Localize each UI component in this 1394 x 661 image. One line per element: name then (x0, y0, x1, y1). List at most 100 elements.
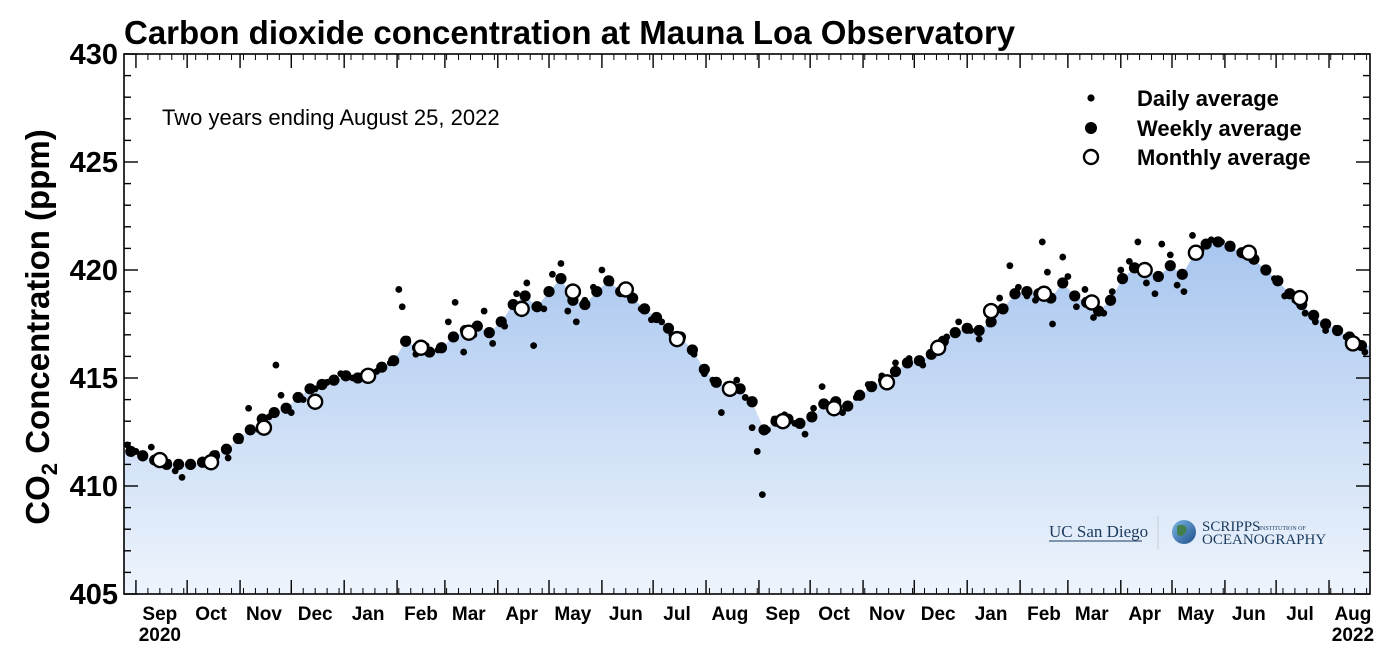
scripps-logo-sub: OCEANOGRAPHY (1202, 532, 1326, 548)
weekly-average-point (1069, 290, 1081, 302)
daily-average-point (444, 318, 452, 326)
daily-average-point (1301, 309, 1309, 317)
weekly-average-point (304, 383, 316, 395)
weekly-average-point (1057, 277, 1069, 289)
legend-monthly-label: Monthly average (1137, 145, 1311, 170)
x-year-label: 2020 (139, 625, 181, 646)
scripps-logo: SCRIPPS INSTITUTION OF OCEANOGRAPHY (1172, 519, 1326, 548)
daily-average-point (451, 299, 459, 306)
legend-daily-label: Daily average (1137, 86, 1279, 111)
monthly-average-point (1083, 294, 1100, 311)
weekly-average-point (686, 344, 698, 356)
daily-average-point (955, 318, 963, 326)
weekly-average-point (268, 406, 280, 419)
weekly-average-point (220, 443, 233, 455)
x-month-label: Dec (921, 604, 956, 625)
daily-average-point (277, 391, 285, 399)
weekly-average-point (435, 342, 448, 354)
y-tick-label: 415 (70, 363, 118, 395)
x-month-label: Nov (246, 604, 282, 625)
weekly-average-point (1212, 236, 1224, 248)
daily-average-point (758, 491, 766, 499)
monthly-average-point (982, 302, 1000, 320)
weekly-average-point (1200, 238, 1212, 250)
monthly-average-point (721, 380, 739, 397)
monthly-average-point (151, 451, 169, 469)
weekly-average-point (866, 381, 878, 393)
daily-average-point (1073, 303, 1080, 311)
monthly-average-marks (151, 244, 1362, 471)
daily-average-point (733, 376, 741, 384)
daily-average-point (1038, 238, 1046, 246)
monthly-average-point (668, 330, 686, 348)
x-month-label: Jun (1232, 604, 1266, 625)
daily-average-point (810, 404, 817, 412)
weekly-average-point (961, 322, 973, 334)
weekly-average-point (997, 303, 1009, 315)
y-axis-label: CO2 Concentration (ppm) (19, 129, 62, 524)
weekly-average-point (376, 361, 388, 373)
daily-average-point (1049, 320, 1056, 328)
weekly-average-point (280, 402, 292, 414)
x-month-label: Apr (505, 604, 538, 625)
x-month-label: Dec (298, 604, 333, 625)
legend-weekly-marker (1085, 122, 1097, 134)
legend-weekly-label: Weekly average (1137, 116, 1302, 141)
monthly-average-point (774, 413, 792, 430)
x-axis-ticks (135, 54, 1368, 594)
weekly-average-point (1308, 309, 1320, 321)
weekly-average-point (388, 355, 400, 367)
weekly-average-point (173, 458, 185, 470)
weekly-average-point (125, 445, 137, 458)
weekly-average-point (854, 389, 866, 401)
daily-average-point (753, 448, 761, 455)
ucsd-logo-text: UC San Diego (1049, 522, 1148, 541)
daily-average-point (748, 424, 756, 432)
daily-average-point (460, 348, 468, 356)
monthly-average-point (1291, 289, 1309, 307)
weekly-average-point (137, 450, 149, 462)
daily-average-point (523, 279, 531, 287)
weekly-average-point (794, 417, 806, 429)
daily-average-point (1173, 281, 1181, 289)
daily-average-point (1117, 266, 1125, 274)
monthly-average-point (617, 281, 635, 298)
weekly-average-point (901, 357, 914, 369)
x-month-label: Mar (1075, 604, 1109, 625)
daily-average-point (557, 260, 565, 267)
weekly-average-point (1260, 264, 1272, 276)
weekly-average-point (328, 374, 340, 386)
monthly-average-point (1240, 244, 1258, 261)
globe-land-icon (1177, 524, 1187, 537)
weekly-average-point (543, 286, 555, 298)
monthly-average-point (1187, 244, 1205, 261)
daily-average-point (1044, 268, 1051, 276)
weekly-average-point (1331, 324, 1344, 337)
x-month-label: Oct (195, 604, 227, 625)
weekly-average-point (746, 396, 758, 408)
daily-average-point (245, 404, 253, 412)
monthly-average-point (564, 283, 582, 300)
daily-average-point (1189, 232, 1196, 239)
daily-average-point (489, 340, 497, 347)
y-tick-label: 410 (70, 471, 118, 503)
weekly-average-point (1272, 275, 1284, 287)
monthly-average-point (359, 367, 377, 385)
daily-average-point (1134, 238, 1142, 246)
weekly-average-point (1152, 270, 1164, 283)
daily-average-point (1006, 262, 1014, 270)
date-range-annotation: Two years ending August 25, 2022 (162, 105, 500, 130)
daily-average-point (147, 443, 155, 451)
daily-average-point (272, 361, 280, 369)
x-month-label: Feb (1027, 604, 1061, 625)
daily-average-point (1090, 314, 1097, 321)
daily-average-point (717, 409, 725, 416)
weekly-average-point (400, 335, 412, 347)
weekly-average-point (316, 378, 328, 391)
daily-average-point (1151, 290, 1159, 298)
daily-average-point (818, 383, 826, 391)
weekly-average-point (292, 391, 304, 404)
daily-average-point (549, 270, 556, 278)
daily-average-point (513, 290, 520, 298)
y-axis-label-co: CO (19, 475, 56, 525)
